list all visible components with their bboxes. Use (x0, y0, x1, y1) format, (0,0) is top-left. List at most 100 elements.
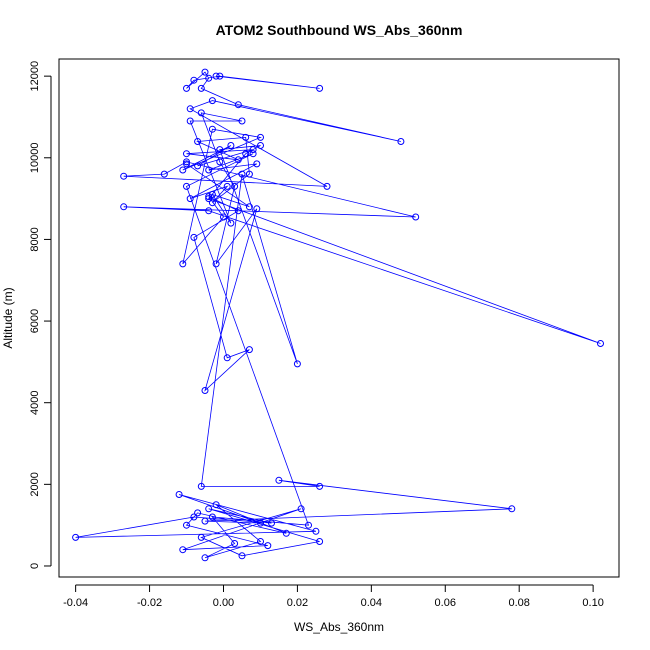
data-point (253, 160, 261, 168)
data-point (175, 491, 183, 498)
data-point (183, 84, 190, 92)
x-tick-label: 0.04 (361, 597, 382, 609)
data-point (183, 158, 190, 166)
data-point (257, 133, 264, 141)
data-point (264, 542, 272, 550)
data-point (245, 203, 253, 211)
data-point (190, 233, 198, 241)
data-point (316, 84, 324, 92)
data-point (201, 68, 209, 76)
data-point (205, 193, 213, 201)
data-point (197, 84, 205, 92)
data-point (245, 346, 253, 354)
data-point (208, 125, 216, 133)
data-point (205, 74, 213, 82)
data-point (186, 105, 194, 113)
data-point (208, 97, 216, 105)
data-point (216, 72, 224, 80)
data-point (323, 182, 331, 190)
data-point (197, 533, 205, 541)
data-point (179, 546, 187, 554)
data-point (245, 170, 253, 178)
data-point (282, 529, 290, 537)
data-point (201, 554, 209, 562)
data-point (268, 519, 275, 527)
data-point (231, 182, 239, 190)
data-point (197, 109, 205, 117)
data-point (201, 517, 209, 525)
data-point (201, 387, 209, 394)
x-tick-label: -0.04 (63, 597, 88, 609)
data-point (183, 160, 190, 168)
y-tick-label: 8000 (29, 227, 41, 251)
data-point (183, 521, 190, 529)
data-point (179, 260, 187, 268)
data-point (316, 482, 324, 490)
data-point (275, 476, 283, 484)
y-tick-label: 2000 (29, 472, 41, 496)
x-axis: -0.04 -0.02 0.00 0.02 0.04 0.06 0.08 0.10 (63, 584, 604, 609)
data-point (72, 533, 80, 541)
y-axis-label: Altitude (m) (1, 287, 15, 348)
data-point (208, 513, 216, 521)
data-point (249, 150, 257, 158)
data-point (205, 207, 213, 215)
chart-title: ATOM2 Southbound WS_Abs_360nm (216, 22, 463, 38)
data-point (242, 150, 250, 158)
data-point (197, 482, 205, 490)
data-point (253, 205, 261, 213)
data-point (231, 540, 239, 547)
y-tick-label: 4000 (29, 390, 41, 414)
data-point (257, 519, 264, 527)
x-tick-label: -0.02 (137, 597, 162, 609)
data-point (223, 182, 231, 190)
x-axis-label: WS_Abs_360nm (294, 620, 384, 634)
data-point (508, 505, 516, 513)
x-tick-label: 0.08 (508, 597, 529, 609)
data-point (216, 146, 224, 154)
data-point (160, 170, 168, 178)
data-point (205, 166, 213, 174)
data-point (212, 501, 220, 509)
y-tick-label: 12000 (29, 61, 41, 92)
data-point (234, 156, 242, 164)
data-point (190, 513, 198, 521)
data-point (120, 203, 128, 211)
data-point (597, 340, 604, 347)
data-point (257, 538, 264, 545)
data-point (194, 162, 202, 170)
data-point (227, 219, 235, 227)
data-point (186, 117, 194, 125)
data-point (208, 199, 216, 207)
x-tick-label: 0.02 (287, 597, 308, 609)
y-axis: 0 2000 4000 6000 8000 10000 12000 (29, 61, 52, 569)
data-point (186, 195, 194, 203)
data-point (227, 142, 235, 149)
data-point (216, 158, 224, 166)
data-point (194, 138, 202, 145)
data-point (238, 117, 246, 125)
data-point (316, 538, 324, 545)
data-point (312, 527, 320, 535)
data-point (212, 72, 220, 80)
data-point (293, 360, 301, 368)
data-point (179, 166, 187, 174)
data-point (183, 150, 190, 158)
data-point (183, 182, 190, 190)
y-tick-label: 6000 (29, 309, 41, 333)
data-point (212, 260, 220, 268)
y-tick-label: 0 (29, 563, 41, 569)
data-point (249, 146, 257, 154)
data-point (220, 213, 227, 221)
x-tick-label: 0.06 (435, 597, 456, 609)
plot-frame (58, 58, 620, 578)
data-point (238, 552, 246, 560)
data-point (242, 133, 250, 141)
data-point (234, 207, 242, 215)
data-point (305, 521, 312, 529)
data-point (120, 172, 128, 180)
data-point (297, 505, 305, 513)
data-point (194, 509, 202, 517)
data-point (190, 76, 198, 84)
